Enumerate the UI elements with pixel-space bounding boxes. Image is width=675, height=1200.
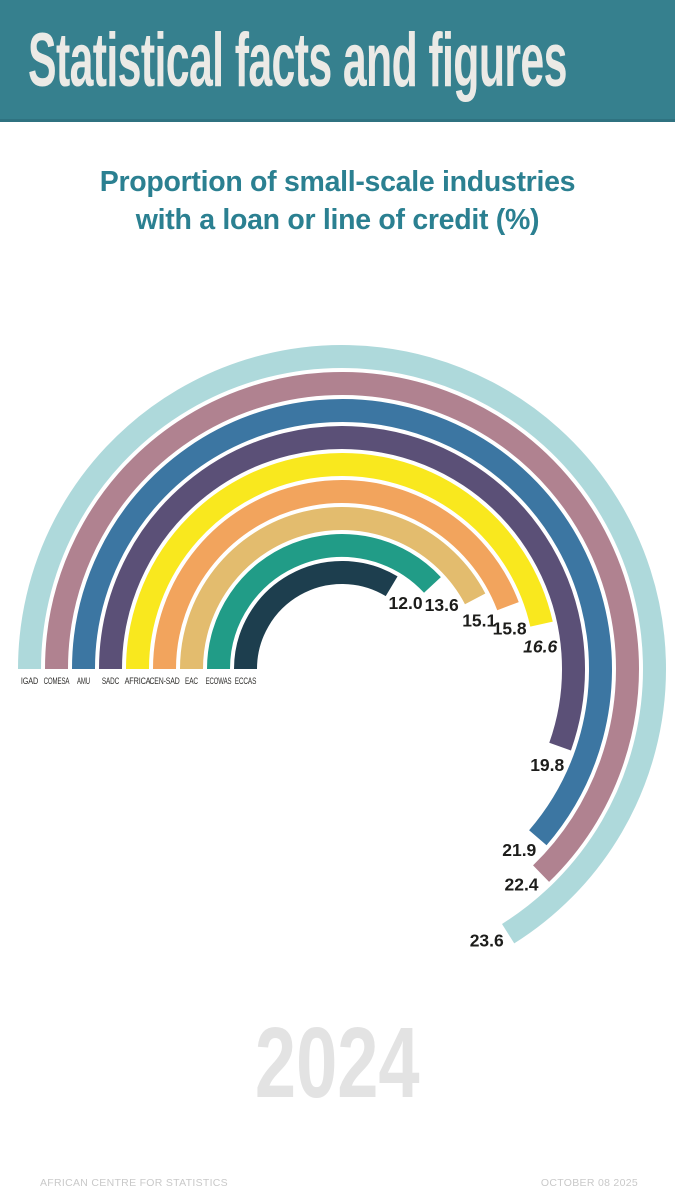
arc-africa: [126, 453, 553, 670]
arc-eccas: [234, 561, 398, 670]
value-label-eccas: 12.0: [389, 593, 423, 613]
arc-sadc: [99, 426, 585, 751]
value-label-igad: 23.6: [470, 930, 504, 950]
header-title-wrap: Statistical facts and figures: [28, 0, 675, 119]
category-label-africa: AFRICA: [125, 676, 151, 687]
footer-org-label: AFRICAN CENTRE FOR STATISTICS: [40, 1177, 228, 1189]
value-label-cen-sad: 15.8: [493, 618, 527, 638]
arc-comesa: [45, 372, 639, 882]
arc-eac: [180, 507, 486, 670]
chart-title: Proportion of small-scale industries wit…: [0, 163, 675, 239]
page-title: Statistical facts and figures: [28, 16, 567, 103]
value-label-comesa: 22.4: [504, 875, 538, 895]
category-label-ecowas: ECOWAS: [206, 676, 232, 687]
category-label-amu: AMU: [77, 676, 90, 687]
header-banner: Statistical facts and figures: [0, 0, 675, 122]
arc-cen-sad: [153, 480, 519, 670]
footer-date-label: OCTOBER 08 2025: [540, 1177, 638, 1189]
value-label-africa: 16.6: [523, 636, 557, 656]
category-label-eac: EAC: [185, 676, 198, 687]
value-label-sadc: 19.8: [530, 755, 564, 775]
arc-amu: [72, 399, 612, 846]
value-label-amu: 21.9: [502, 840, 536, 860]
category-label-comesa: COMESA: [44, 676, 70, 687]
category-label-cen-sad: CEN-SAD: [149, 676, 179, 687]
category-label-sadc: SADC: [102, 676, 119, 687]
arc-ecowas: [207, 534, 441, 670]
value-label-ecowas: 13.6: [425, 595, 459, 615]
year-watermark: 2024: [255, 1007, 420, 1119]
category-label-eccas: ECCAS: [235, 676, 257, 687]
arc-igad: [18, 345, 666, 944]
chart-title-line1: Proportion of small-scale industries: [99, 166, 576, 198]
chart-title-line2: with a loan or line of credit (%): [135, 204, 540, 236]
value-label-eac: 15.1: [462, 611, 496, 631]
category-label-igad: IGAD: [21, 676, 38, 687]
